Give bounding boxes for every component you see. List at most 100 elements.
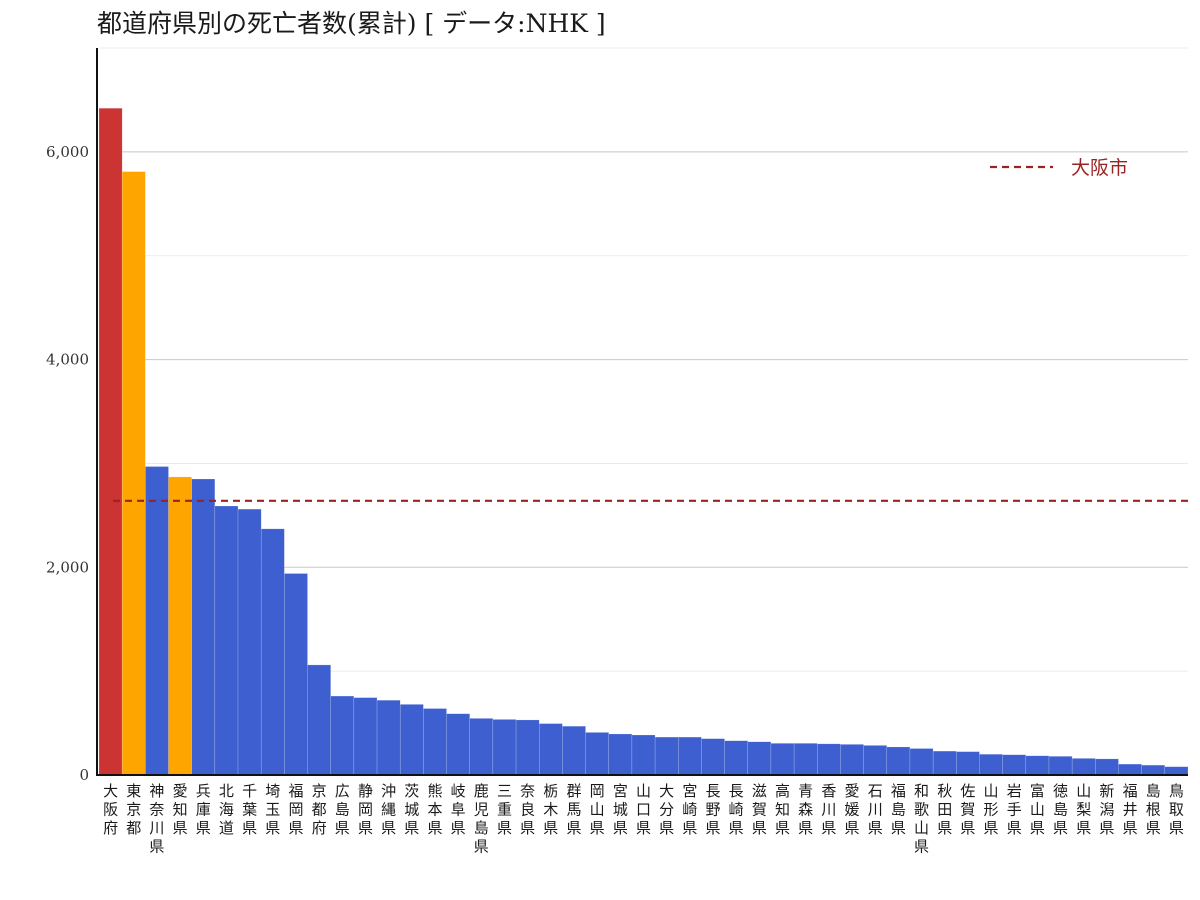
x-tick-label: 岡山県 bbox=[590, 782, 605, 837]
bar bbox=[98, 107, 123, 776]
bar bbox=[608, 733, 633, 776]
x-tick-label: 石川県 bbox=[868, 782, 883, 837]
bar bbox=[168, 476, 192, 776]
bar bbox=[979, 753, 1003, 776]
legend: 大阪市 bbox=[990, 157, 1128, 179]
bar bbox=[515, 719, 540, 776]
bar bbox=[817, 743, 841, 776]
bar bbox=[956, 751, 980, 776]
bar bbox=[145, 466, 169, 776]
bar bbox=[307, 664, 331, 776]
x-tick-label: 大分県 bbox=[659, 782, 674, 837]
x-tick-label: 大阪府 bbox=[103, 782, 118, 837]
bar bbox=[399, 704, 424, 776]
bar bbox=[446, 713, 470, 776]
x-tick-label: 栃木県 bbox=[543, 782, 558, 837]
x-tick-label: 奈良県 bbox=[520, 782, 535, 837]
bar bbox=[562, 725, 586, 776]
x-tick-label: 三重県 bbox=[497, 782, 512, 837]
x-tick-label: 千葉県 bbox=[242, 782, 257, 837]
bar bbox=[585, 732, 609, 776]
x-tick-label: 福井県 bbox=[1123, 782, 1138, 837]
x-tick-label: 静岡県 bbox=[358, 782, 373, 837]
bar bbox=[376, 699, 401, 776]
y-tick-label: 6,000 bbox=[46, 143, 89, 161]
bar bbox=[353, 697, 378, 776]
bar bbox=[1118, 763, 1142, 776]
x-tick-label: 鹿児島県 bbox=[474, 782, 489, 856]
bar bbox=[538, 723, 563, 776]
x-tick-label: 群馬県 bbox=[566, 782, 581, 837]
bar bbox=[909, 748, 934, 776]
bar bbox=[863, 745, 888, 776]
bar bbox=[770, 743, 795, 776]
x-tick-label: 和歌山県 bbox=[914, 782, 929, 856]
x-tick-label: 愛媛県 bbox=[845, 782, 860, 837]
y-tick-labels: 0 2,000 4,000 6,000 bbox=[46, 143, 89, 784]
x-tick-label: 富山県 bbox=[1030, 782, 1045, 837]
bar bbox=[260, 528, 285, 776]
legend-label: 大阪市 bbox=[1071, 157, 1128, 179]
x-tick-label: 福島県 bbox=[891, 782, 906, 837]
bar bbox=[678, 736, 702, 776]
x-tick-label: 香川県 bbox=[821, 782, 836, 837]
bar bbox=[1025, 755, 1050, 776]
x-tick-label: 山口県 bbox=[636, 782, 651, 837]
x-tick-label: 宮城県 bbox=[613, 782, 628, 837]
y-tick-label: 0 bbox=[79, 766, 89, 784]
x-tick-label: 北海道 bbox=[219, 782, 234, 837]
x-tick-label: 埼玉県 bbox=[265, 782, 280, 837]
y-tick-label: 4,000 bbox=[46, 351, 89, 369]
bar bbox=[121, 171, 146, 776]
bar bbox=[654, 736, 679, 776]
x-tick-label: 山梨県 bbox=[1076, 782, 1091, 837]
bar bbox=[492, 719, 517, 776]
x-tick-label: 秋田県 bbox=[937, 782, 952, 837]
x-tick-label: 岩手県 bbox=[1007, 782, 1022, 837]
bar bbox=[932, 750, 957, 776]
axes bbox=[96, 48, 1188, 776]
bar bbox=[1048, 756, 1073, 776]
bar bbox=[330, 695, 355, 776]
chart-title: 都道府県別の死亡者数(累計) [ データ:NHK ] bbox=[97, 9, 606, 38]
x-tick-label: 兵庫県 bbox=[196, 782, 211, 837]
x-tick-label: 愛知県 bbox=[173, 782, 188, 837]
x-tick-label: 茨城県 bbox=[404, 782, 419, 837]
bar bbox=[237, 508, 262, 776]
bar bbox=[886, 746, 911, 776]
x-tick-label: 青森県 bbox=[798, 782, 813, 837]
x-tick-labels: 大阪府東京都神奈川県愛知県兵庫県北海道千葉県埼玉県福岡県京都府広島県静岡県沖縄県… bbox=[103, 782, 1184, 856]
x-tick-label: 新潟県 bbox=[1099, 782, 1114, 837]
x-tick-label: 滋賀県 bbox=[752, 782, 767, 837]
x-tick-label: 熊本県 bbox=[427, 782, 442, 837]
bar bbox=[1002, 754, 1027, 776]
x-tick-label: 沖縄県 bbox=[381, 782, 396, 837]
bars bbox=[98, 107, 1189, 776]
x-tick-label: 東京都 bbox=[126, 782, 141, 837]
x-tick-label: 岐阜県 bbox=[451, 782, 466, 837]
bar bbox=[1095, 758, 1119, 776]
x-tick-label: 長崎県 bbox=[729, 782, 744, 837]
bar bbox=[469, 718, 494, 776]
bar bbox=[1164, 766, 1189, 776]
bar bbox=[701, 738, 725, 776]
bar bbox=[284, 573, 308, 776]
y-tick-label: 2,000 bbox=[46, 558, 89, 576]
bar bbox=[191, 478, 216, 776]
x-tick-label: 京都府 bbox=[312, 782, 327, 837]
bar bbox=[747, 741, 772, 776]
x-tick-label: 広島県 bbox=[335, 782, 350, 837]
bar bbox=[724, 740, 749, 776]
bar bbox=[840, 744, 864, 776]
x-tick-label: 神奈川県 bbox=[149, 782, 164, 856]
x-tick-label: 島根県 bbox=[1146, 782, 1161, 837]
bar bbox=[423, 708, 447, 776]
x-tick-label: 長野県 bbox=[706, 782, 721, 837]
x-tick-label: 高知県 bbox=[775, 782, 790, 837]
x-tick-label: 佐賀県 bbox=[960, 782, 975, 837]
bar bbox=[1071, 758, 1096, 776]
bar bbox=[1141, 764, 1166, 776]
x-tick-label: 山形県 bbox=[984, 782, 999, 837]
x-tick-label: 徳島県 bbox=[1053, 782, 1068, 837]
